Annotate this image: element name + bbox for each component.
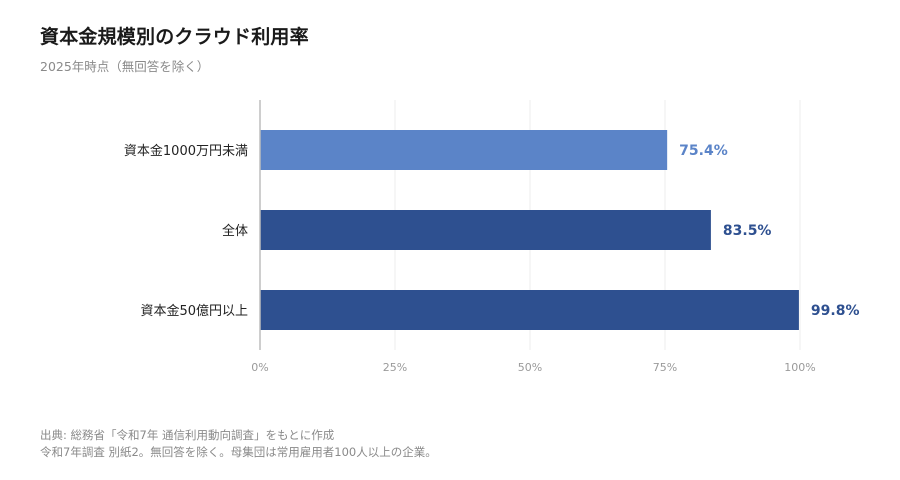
value-label: 83.5% — [723, 223, 772, 239]
chart-subtitle: 2025年時点（無回答を除く） — [40, 59, 210, 74]
bar — [260, 210, 711, 250]
x-tick-label: 0% — [251, 361, 268, 374]
source-line-2: 令和7年調査 別紙2。無回答を除く。母集団は常用雇用者100人以上の企業。 — [40, 445, 437, 459]
x-tick-label: 50% — [518, 361, 542, 374]
x-tick-label: 75% — [653, 361, 677, 374]
category-label: 全体 — [222, 223, 248, 239]
x-tick-label: 25% — [383, 361, 407, 374]
value-label: 99.8% — [811, 303, 860, 319]
source-note: 出典: 総務省「令和7年 通信利用動向調査」をもとに作成 令和7年調査 別紙2。… — [40, 427, 437, 461]
category-label: 資本金1000万円未満 — [124, 143, 248, 159]
bar — [260, 130, 668, 170]
x-tick-label: 100% — [784, 361, 815, 374]
chart-title: 資本金規模別のクラウド利用率 — [40, 26, 309, 48]
bar — [260, 290, 799, 330]
source-line-1: 出典: 総務省「令和7年 通信利用動向調査」をもとに作成 — [40, 428, 335, 442]
value-label: 75.4% — [679, 143, 728, 159]
category-label: 資本金50億円以上 — [140, 303, 248, 319]
bar-chart: 0% 25% 50% 75% 100% 資本金1000万円未満 75.4% 全体 83.5% 資本… — [124, 100, 860, 374]
